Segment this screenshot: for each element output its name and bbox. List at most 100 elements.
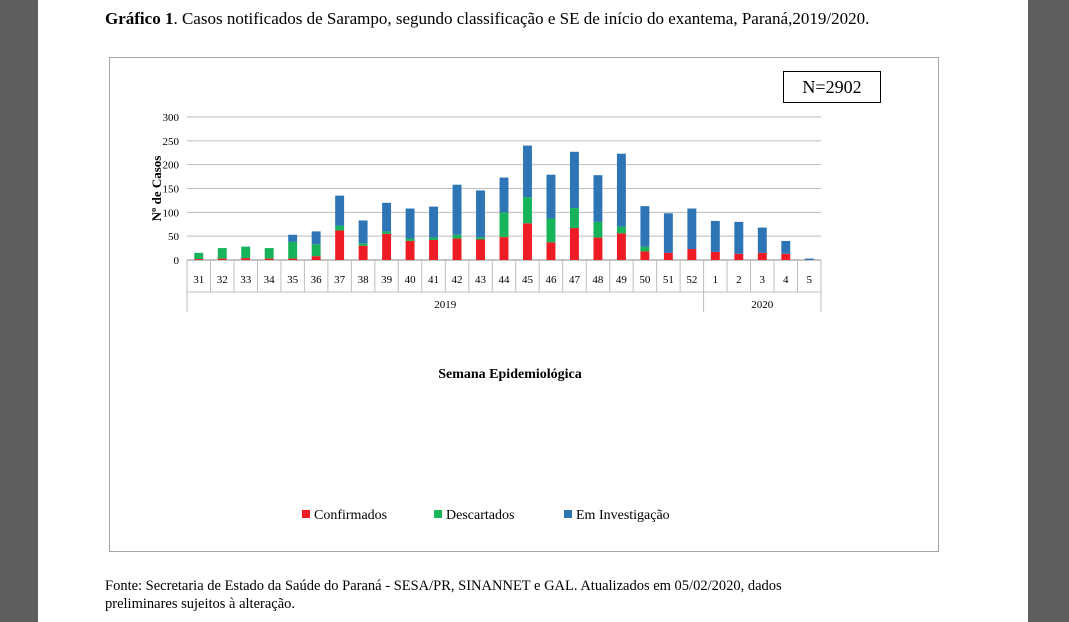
- confirmados-bar: [593, 237, 603, 260]
- confirmados-bar: [616, 233, 626, 260]
- descartados-legend-swatch: [434, 510, 442, 518]
- em-investigacao-bar: [640, 206, 650, 247]
- confirmados-bar: [687, 249, 697, 260]
- y-tick-label: 0: [174, 255, 180, 267]
- descartados-bar: [429, 237, 439, 240]
- confirmados-bar: [217, 258, 227, 260]
- confirmados-bar: [781, 253, 791, 260]
- em-investigacao-legend-swatch: [564, 510, 572, 518]
- x-tick-label: 34: [264, 274, 276, 286]
- caption-label: Gráfico 1: [105, 9, 174, 28]
- x-axis-label: Semana Epidemiológica: [438, 367, 582, 382]
- confirmados-bar: [734, 253, 744, 260]
- confirmados-bar: [640, 251, 650, 260]
- descartados-bar: [499, 212, 509, 238]
- confirmados-bar: [311, 256, 321, 260]
- em-investigacao-bar: [382, 202, 392, 232]
- em-investigacao-bar: [663, 213, 673, 253]
- x-tick-label: 40: [405, 274, 417, 286]
- y-tick-label: 200: [163, 160, 180, 172]
- descartados-bar: [288, 241, 298, 259]
- descartados-bar: [217, 248, 227, 259]
- x-tick-label: 49: [616, 274, 628, 286]
- chart-caption: Gráfico 1. Casos notificados de Sarampo,…: [105, 8, 935, 30]
- em-investigacao-bar: [288, 234, 298, 242]
- descartados-bar: [405, 238, 415, 241]
- em-investigacao-bar: [523, 145, 532, 198]
- x-tick-label: 4: [783, 274, 789, 286]
- x-tick-label: 32: [217, 274, 228, 286]
- confirmados-bar: [429, 239, 439, 260]
- source-line-1: Fonte: Secretaria de Estado da Saúde do …: [105, 578, 782, 594]
- confirmados-bar: [523, 223, 532, 260]
- em-investigacao-bar: [405, 208, 415, 239]
- confirmados-legend-label: Confirmados: [314, 508, 387, 523]
- descartados-bar: [616, 226, 626, 234]
- em-investigacao-bar: [781, 240, 791, 254]
- em-investigacao-bar: [687, 208, 697, 250]
- x-tick-label: 2: [736, 274, 742, 286]
- descartados-bar: [569, 208, 579, 229]
- x-tick-label: 37: [334, 274, 346, 286]
- y-tick-label: 50: [168, 231, 180, 243]
- y-tick-label: 100: [163, 207, 180, 219]
- descartados-bar: [523, 197, 532, 224]
- em-investigacao-bar: [335, 195, 345, 226]
- chart-frame: [109, 57, 939, 552]
- em-investigacao-bar: [710, 220, 720, 252]
- descartados-bar: [640, 246, 650, 252]
- em-investigacao-bar: [429, 206, 439, 238]
- descartados-bar: [335, 225, 345, 231]
- x-tick-label: 3: [760, 274, 766, 286]
- confirmados-bar: [382, 233, 392, 260]
- confirmados-bar: [499, 237, 509, 260]
- source-line-2: preliminares sujeitos à alteração.: [105, 596, 296, 612]
- x-tick-label: 35: [287, 274, 299, 286]
- em-investigacao-bar: [358, 220, 368, 244]
- x-tick-label: 38: [358, 274, 370, 286]
- confirmados-bar: [452, 238, 462, 260]
- descartados-bar: [593, 221, 603, 238]
- x-tick-label: 36: [311, 274, 323, 286]
- descartados-bar: [358, 243, 368, 246]
- x-tick-label: 39: [381, 274, 393, 286]
- em-investigacao-bar: [476, 190, 485, 238]
- descartados-bar: [476, 237, 485, 240]
- source-note: Fonte: Secretaria de Estado da Saúde do …: [105, 577, 935, 613]
- em-investigacao-bar: [593, 175, 603, 222]
- confirmados-bar: [194, 259, 204, 260]
- em-investigacao-bar: [546, 174, 556, 219]
- x-tick-label: 33: [240, 274, 252, 286]
- em-investigacao-bar: [757, 227, 767, 253]
- em-investigacao-bar: [616, 153, 626, 227]
- x-tick-label: 42: [452, 274, 463, 286]
- confirmados-legend-swatch: [302, 510, 310, 518]
- x-tick-label: 47: [569, 274, 581, 286]
- confirmados-bar: [569, 228, 579, 260]
- em-investigacao-bar: [499, 177, 509, 213]
- x-tick-label: 5: [807, 274, 813, 286]
- x-tick-label: 48: [592, 274, 604, 286]
- confirmados-bar: [264, 258, 274, 260]
- em-investigacao-bar: [311, 231, 321, 245]
- confirmados-bar: [757, 252, 767, 260]
- x-tick-label: 51: [663, 274, 674, 286]
- descartados-bar: [452, 234, 462, 239]
- y-axis-label: Nº de Casos: [149, 156, 164, 222]
- total-count-box: N=2902: [783, 71, 881, 103]
- y-tick-label: 150: [163, 184, 180, 196]
- confirmados-bar: [358, 245, 368, 260]
- descartados-bar: [546, 218, 556, 243]
- confirmados-bar: [710, 251, 720, 260]
- y-tick-label: 300: [163, 112, 180, 124]
- x-tick-label: 46: [545, 274, 557, 286]
- confirmados-bar: [663, 252, 673, 260]
- x-tick-label: 44: [499, 274, 511, 286]
- descartados-bar: [264, 248, 274, 259]
- confirmados-bar: [241, 258, 251, 260]
- descartados-bar: [241, 246, 251, 259]
- y-tick-label: 250: [163, 136, 180, 148]
- confirmados-bar: [546, 242, 556, 260]
- em-investigacao-bar: [734, 221, 744, 254]
